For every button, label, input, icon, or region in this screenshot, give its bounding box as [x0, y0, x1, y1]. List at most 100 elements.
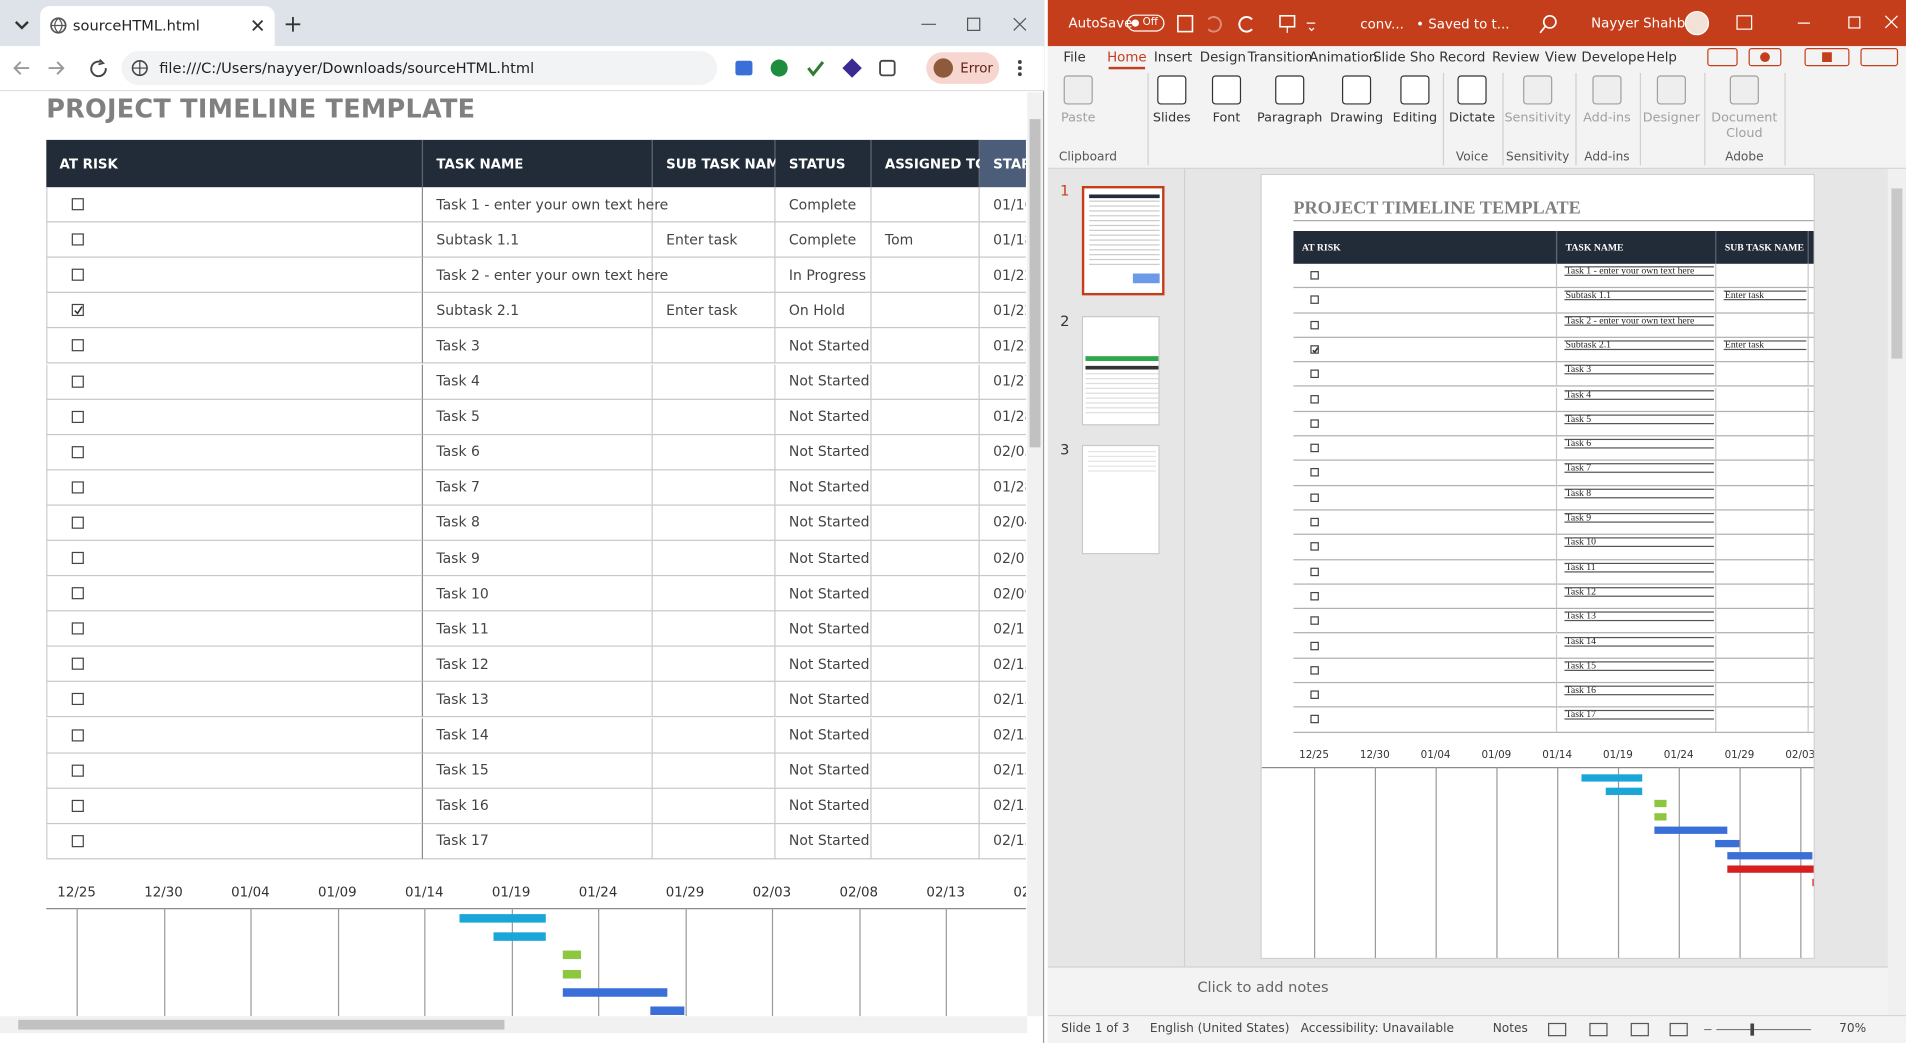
at-risk-checkbox[interactable] — [71, 268, 84, 282]
at-risk-checkbox[interactable] — [71, 410, 84, 423]
at-risk-checkbox[interactable] — [1310, 542, 1319, 552]
timeline-tick-label: 02/08 — [839, 884, 879, 901]
at-risk-checkbox[interactable] — [1310, 419, 1319, 428]
table-cell: Task 17 — [423, 823, 653, 860]
command-icon[interactable] — [1211, 75, 1242, 105]
profile-button[interactable]: Error — [926, 52, 1000, 84]
ribbon-tab[interactable]: Help — [1646, 49, 1677, 66]
at-risk-checkbox[interactable] — [1310, 320, 1319, 329]
at-risk-checkbox[interactable] — [1310, 715, 1319, 724]
table-cell: Not Started — [775, 717, 872, 754]
command-icon[interactable] — [1341, 75, 1372, 105]
command-label[interactable]: Editing — [1392, 110, 1438, 125]
at-risk-checkbox[interactable] — [71, 657, 84, 671]
at-risk-checkbox[interactable] — [71, 622, 84, 635]
at-risk-checkbox[interactable] — [1310, 517, 1319, 527]
column-header-label: TASK NAME — [1565, 241, 1624, 253]
at-risk-checkbox[interactable] — [71, 693, 84, 706]
table-cell: Not Started — [1808, 535, 1814, 560]
table-cell — [46, 364, 424, 400]
at-risk-checkbox[interactable] — [71, 375, 84, 388]
table-cell — [46, 257, 424, 294]
ribbon-tab[interactable]: File — [1063, 49, 1086, 66]
at-risk-checkbox[interactable] — [1310, 493, 1319, 502]
table-cell — [1716, 436, 1809, 462]
at-risk-checkbox[interactable] — [1310, 394, 1319, 403]
command-label[interactable]: Font — [1212, 110, 1241, 125]
at-risk-checkbox[interactable] — [71, 587, 84, 600]
at-risk-checkbox[interactable] — [1310, 567, 1319, 576]
at-risk-checkbox[interactable] — [71, 339, 84, 352]
at-risk-checkbox[interactable] — [71, 764, 84, 777]
thumb-row — [1085, 407, 1159, 409]
at-risk-checkbox[interactable] — [71, 834, 84, 847]
ribbon-tab[interactable]: Review — [1491, 49, 1540, 66]
at-risk-checkbox[interactable] — [71, 799, 84, 812]
command-icon[interactable] — [1157, 75, 1187, 105]
command-icon[interactable] — [1457, 75, 1487, 105]
ribbon-group-label: Clipboard — [1058, 150, 1117, 165]
ribbon-tab[interactable]: Home — [1107, 49, 1147, 66]
notes-pane[interactable]: Click to add notes — [1047, 966, 1888, 1015]
slide-thumbnail[interactable] — [1081, 316, 1160, 426]
ribbon-tab[interactable]: Record — [1439, 49, 1486, 66]
at-risk-checkbox[interactable] — [71, 728, 84, 741]
ribbon-tab[interactable]: Slide Sho — [1372, 49, 1435, 66]
command-label[interactable]: Slides — [1152, 110, 1191, 125]
table-cell: Task 17 — [1557, 707, 1717, 733]
at-risk-checkbox[interactable] — [1310, 345, 1319, 354]
cell-text: Subtask 2.1 — [436, 301, 520, 319]
command-label[interactable]: Paragraph — [1257, 110, 1323, 125]
ribbon-tab[interactable]: Insert — [1153, 49, 1193, 66]
at-risk-checkbox[interactable] — [1310, 665, 1319, 675]
table-cell: Not Started — [1808, 461, 1814, 486]
address-bar[interactable]: file:///C:/Users/nayyer/Downloads/source… — [121, 51, 718, 86]
ribbon-tab[interactable]: Transition — [1247, 49, 1313, 66]
thumb-row — [1089, 239, 1160, 241]
at-risk-checkbox[interactable] — [71, 233, 84, 246]
ribbon-tab[interactable]: Animation — [1309, 49, 1378, 66]
at-risk-checkbox[interactable] — [71, 445, 84, 458]
at-risk-checkbox[interactable] — [1310, 271, 1319, 280]
at-risk-checkbox[interactable] — [1310, 468, 1319, 477]
status-notes[interactable]: Notes — [1492, 1022, 1528, 1036]
autosave-toggle[interactable]: Off — [1126, 14, 1165, 32]
table-cell: 01/22 — [979, 293, 1026, 329]
browser-tab[interactable]: sourceHTML.html — [40, 6, 275, 47]
at-risk-checkbox[interactable] — [71, 551, 84, 565]
ribbon-group-label: Voice — [1455, 150, 1489, 165]
table-cell — [1716, 313, 1809, 338]
at-risk-checkbox[interactable] — [71, 481, 84, 494]
command-label[interactable]: Drawing — [1330, 110, 1384, 125]
at-risk-checkbox[interactable] — [71, 304, 84, 317]
at-risk-checkbox[interactable] — [1310, 591, 1319, 601]
text-box-outline — [1564, 586, 1714, 597]
at-risk-checkbox[interactable] — [1310, 616, 1319, 626]
table-cell — [46, 505, 424, 541]
table-cell: Task 3 — [423, 328, 653, 365]
slide-thumbnail[interactable] — [1081, 444, 1160, 555]
at-risk-checkbox[interactable] — [1310, 295, 1319, 305]
timeline-grid-line — [945, 908, 947, 1017]
cell-text: 01/16 — [993, 195, 1026, 213]
ribbon-tab[interactable]: View — [1544, 49, 1577, 66]
ribbon-tab[interactable]: Design — [1199, 49, 1246, 66]
at-risk-checkbox[interactable] — [71, 516, 84, 529]
command-label[interactable]: Dictate — [1449, 110, 1496, 125]
slide-thumbnail[interactable] — [1081, 185, 1165, 296]
command-icon[interactable] — [1275, 75, 1305, 105]
text-box-outline — [1723, 290, 1807, 301]
at-risk-checkbox[interactable] — [71, 198, 84, 211]
table-cell: Task 5 — [1557, 411, 1717, 437]
status-zoom[interactable]: 70% — [1839, 1022, 1867, 1036]
notes-placeholder[interactable]: Click to add notes — [1197, 978, 1329, 996]
at-risk-checkbox[interactable] — [1310, 443, 1319, 453]
at-risk-checkbox[interactable] — [1310, 369, 1319, 379]
cell-text: In Progress — [788, 266, 866, 284]
table-cell: Task 10 — [423, 576, 653, 612]
at-risk-checkbox[interactable] — [1310, 690, 1319, 700]
ribbon-tab[interactable]: Develope — [1581, 49, 1645, 66]
at-risk-checkbox[interactable] — [1310, 641, 1319, 650]
command-icon[interactable] — [1400, 75, 1430, 105]
browser-window: sourceHTML.html file:///C:/Users/nayyer/D… — [0, 0, 1045, 1043]
